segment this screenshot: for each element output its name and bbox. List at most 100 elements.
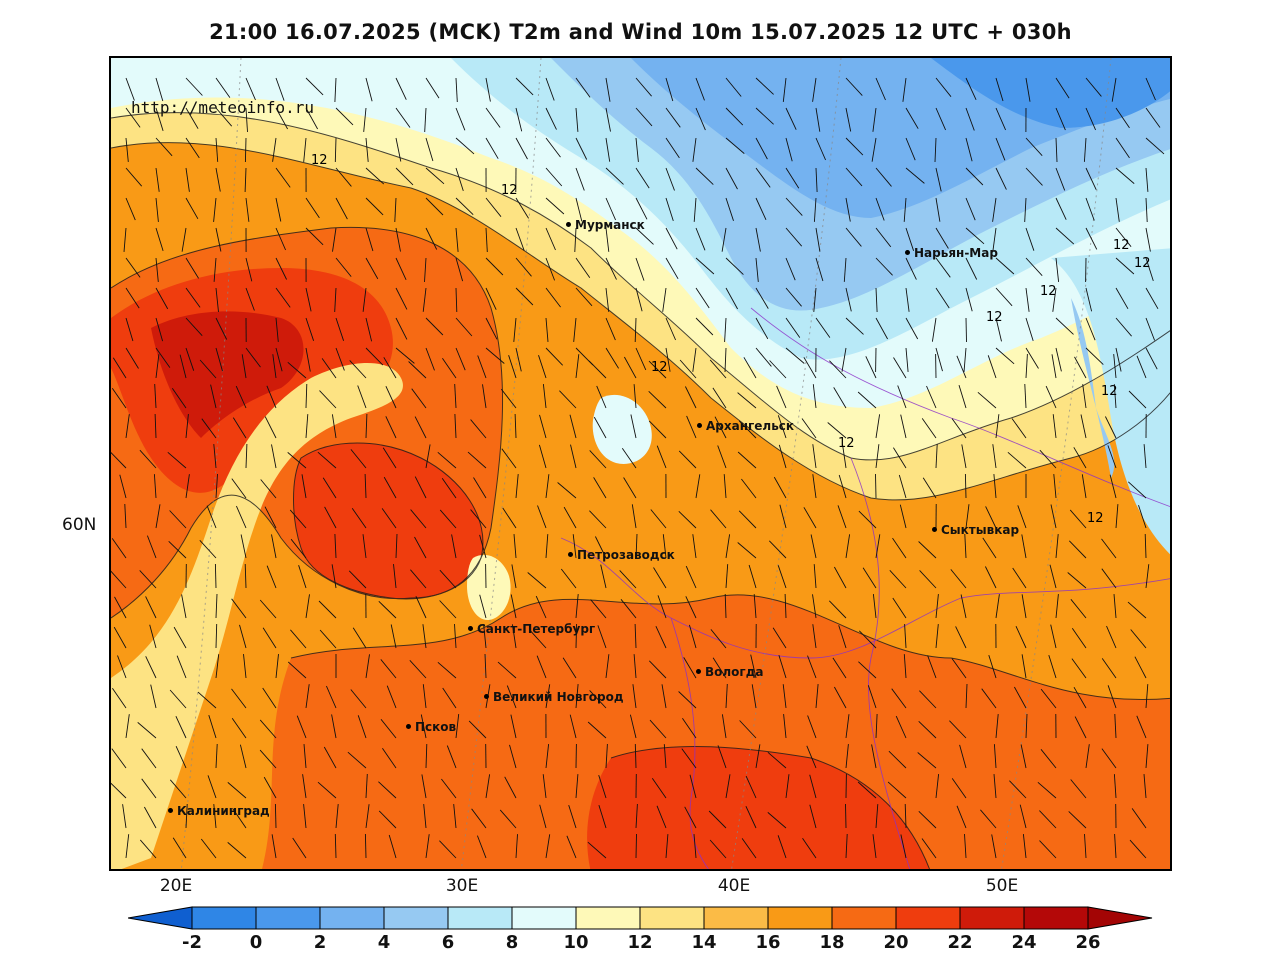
wind-barb: [635, 257, 645, 281]
wind-barb: [382, 747, 397, 769]
wind-barb: [900, 414, 907, 439]
wind-barb: [1085, 77, 1102, 97]
wind-barb: [857, 391, 877, 409]
wind-barb: [858, 630, 877, 649]
wind-barb: [648, 660, 667, 679]
wind-barb: [1114, 833, 1117, 859]
wind-barb: [995, 414, 1000, 439]
wind-barb: [875, 713, 878, 739]
longitude-label-20e: 20E: [159, 876, 193, 896]
wind-barb: [845, 534, 851, 559]
wind-barb: [1073, 686, 1087, 709]
wind-barb: [560, 568, 577, 589]
wind-barb: [275, 654, 279, 679]
wind-barb: [815, 107, 821, 132]
wind-barb: [529, 629, 547, 649]
wind-barb: [185, 137, 200, 159]
wind-barb: [455, 137, 475, 155]
wind-barb: [513, 534, 517, 559]
wind-barb: [439, 600, 457, 619]
wind-barb: [935, 197, 941, 222]
wind-barb: [240, 534, 247, 559]
wind-barb: [1055, 167, 1066, 191]
wind-barb: [661, 684, 667, 709]
wind-barb: [755, 197, 767, 220]
wind-barb: [678, 691, 697, 709]
wind-barb: [380, 719, 397, 739]
wind-barb: [1067, 572, 1087, 589]
longitude-label-40e: 40E: [717, 876, 751, 896]
wind-barb: [139, 570, 157, 589]
isotherm-lines: [111, 112, 1170, 869]
wind-barb: [302, 774, 307, 799]
wind-barb: [956, 805, 967, 829]
wind-barb: [425, 444, 431, 469]
wind-barb: [1145, 227, 1151, 252]
wind-barb: [125, 77, 135, 101]
wind-barb: [1128, 390, 1147, 409]
wind-barb: [589, 450, 607, 469]
colorbar-segment: [703, 906, 769, 930]
city-dot-icon: [697, 423, 702, 428]
wind-barb: [843, 257, 847, 282]
wind-barb: [287, 361, 307, 379]
wind-barb: [215, 593, 218, 619]
wind-barb: [725, 683, 728, 709]
wind-barb: [365, 197, 384, 216]
wind-barb: [598, 804, 607, 829]
city-murmansk: Мурманск: [566, 218, 645, 232]
wind-barb: [324, 506, 337, 529]
wind-barb: [334, 137, 337, 163]
wind-barb: [875, 77, 886, 101]
city-dot-icon: [406, 724, 411, 729]
wind-barb: [536, 655, 547, 679]
wind-barb: [199, 359, 217, 379]
colorbar-tick-label: 8: [505, 932, 519, 953]
wind-barb: [175, 716, 187, 739]
wind-barb: [657, 595, 667, 619]
wind-barb: [185, 77, 203, 96]
temperature-band-east-cold-core: [1071, 298, 1115, 478]
wind-barb: [656, 805, 667, 829]
wind-barb: [509, 744, 517, 769]
wind-barb: [887, 781, 907, 799]
wind-barb: [632, 684, 637, 709]
wind-barb: [227, 782, 247, 799]
wind-barb: [665, 257, 679, 280]
wind-barb: [562, 657, 577, 679]
city-dot-icon: [932, 527, 937, 532]
region-borders: [560, 307, 1170, 869]
wind-barb: [635, 227, 654, 245]
wind-barb: [958, 384, 967, 409]
wind-barb: [686, 415, 697, 439]
wind-barb: [557, 482, 577, 499]
wind-barb: [575, 684, 579, 709]
wind-barb: [724, 317, 727, 343]
wind-barb: [858, 510, 877, 529]
wind-barb: [545, 317, 549, 342]
wind-barb: [935, 77, 952, 97]
wind-barb: [215, 473, 218, 499]
wind-barb: [988, 654, 997, 679]
wind-barb: [633, 384, 637, 409]
wind-barb: [455, 107, 466, 131]
wind-barb: [538, 444, 547, 469]
wind-barb: [737, 542, 757, 559]
wind-barb: [1040, 749, 1057, 769]
wind-barb: [275, 167, 291, 188]
wind-barb: [527, 572, 547, 589]
wind-barb: [305, 414, 309, 439]
wind-barb: [597, 625, 607, 649]
wind-barb: [956, 355, 967, 379]
wind-barb: [185, 287, 201, 308]
wind-barb: [593, 416, 607, 439]
wind-barb: [1070, 779, 1087, 799]
wind-barb: [785, 317, 801, 338]
wind-barb: [213, 257, 217, 282]
wind-barb: [1085, 317, 1096, 341]
colorbar-segment: [959, 906, 1025, 930]
wind-barb: [959, 744, 967, 769]
wind-barb: [348, 570, 367, 589]
wind-barb: [755, 107, 774, 125]
wind-barb: [414, 476, 427, 499]
